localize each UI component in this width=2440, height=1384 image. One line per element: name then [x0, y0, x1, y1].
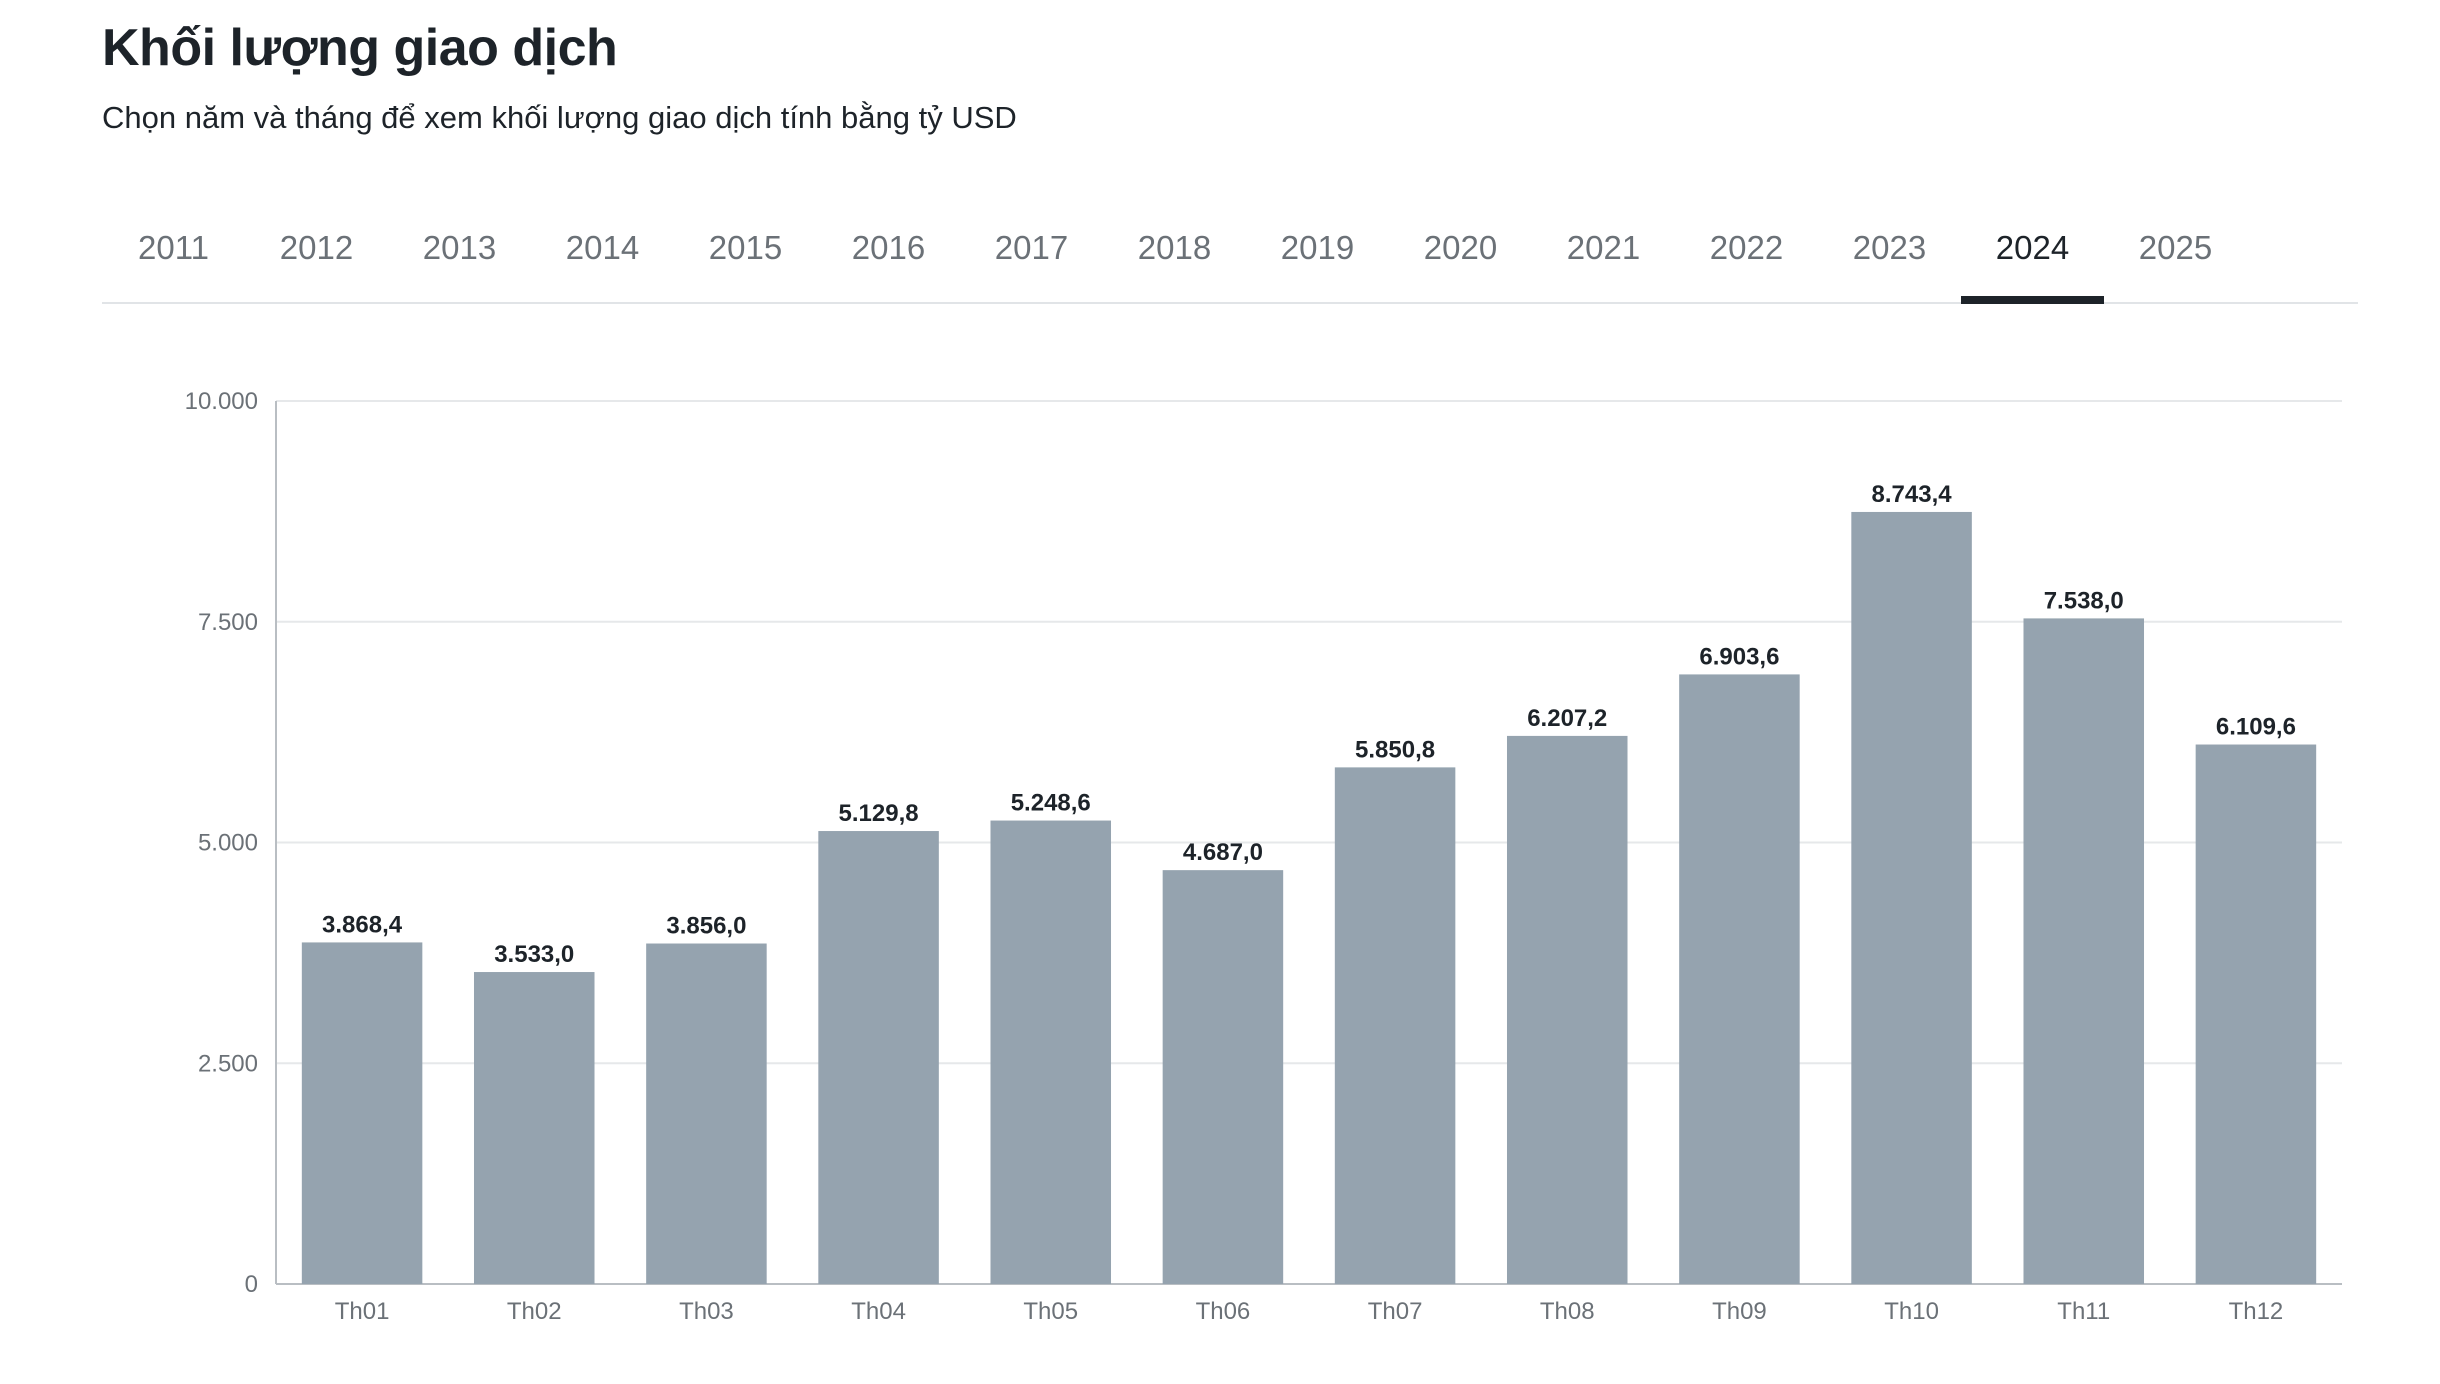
bar — [2023, 618, 2145, 1284]
x-tick-label: Th06 — [1196, 1298, 1251, 1325]
bar — [990, 820, 1112, 1284]
x-tick-label: Th10 — [1884, 1298, 1939, 1325]
tab-2012[interactable]: 2012 — [279, 229, 354, 266]
tab-2014[interactable]: 2014 — [565, 229, 640, 266]
x-tick-label: Th04 — [851, 1298, 906, 1325]
x-tick-label: Th02 — [507, 1298, 562, 1325]
y-tick-label: 7.500 — [198, 609, 258, 636]
year-tabs: 2011 2012 2013 2014 2015 2016 2017 2018 … — [102, 212, 2358, 304]
data-label: 5.850,8 — [1355, 736, 1435, 763]
data-label: 3.868,4 — [322, 911, 403, 938]
bar — [301, 942, 423, 1284]
x-tick-label: Th01 — [335, 1298, 390, 1325]
data-label: 6.903,6 — [1699, 643, 1779, 670]
tab-2024[interactable]: 2024 — [1961, 212, 2104, 304]
bar — [818, 831, 939, 1284]
data-label: 3.856,0 — [666, 913, 746, 940]
tab-2017[interactable]: 2017 — [994, 229, 1069, 266]
tab-2015[interactable]: 2015 — [708, 229, 783, 266]
bar — [1851, 511, 1972, 1285]
bar — [1334, 767, 1456, 1284]
x-tick-label: Th09 — [1712, 1298, 1767, 1325]
bar — [2195, 744, 2317, 1284]
data-label: 7.538,0 — [2044, 587, 2124, 614]
tab-2020[interactable]: 2020 — [1423, 229, 1498, 266]
page-title: Khối lượng giao dịch — [102, 19, 618, 77]
data-label: 8.743,4 — [1872, 481, 1953, 508]
tab-2022[interactable]: 2022 — [1709, 229, 1784, 266]
tab-2016[interactable]: 2016 — [851, 229, 926, 266]
tab-2021[interactable]: 2021 — [1566, 229, 1641, 266]
x-tick-label: Th05 — [1023, 1298, 1078, 1325]
bar — [1679, 674, 1800, 1284]
bar — [646, 943, 767, 1284]
data-label: 5.129,8 — [839, 800, 919, 827]
data-label: 3.533,0 — [494, 941, 574, 968]
x-tick-label: Th11 — [2057, 1298, 2110, 1325]
bar — [473, 972, 595, 1284]
tab-2018[interactable]: 2018 — [1137, 229, 1212, 266]
x-tick-label: Th08 — [1540, 1298, 1595, 1325]
bar — [1162, 870, 1284, 1284]
x-tick-label: Th03 — [679, 1298, 734, 1325]
x-tick-label: Th07 — [1368, 1298, 1423, 1325]
y-tick-label: 2.500 — [198, 1050, 258, 1077]
tab-2025[interactable]: 2025 — [2138, 229, 2213, 266]
tab-2013[interactable]: 2013 — [422, 229, 497, 266]
tab-2011[interactable]: 2011 — [138, 229, 209, 266]
y-tick-label: 10.000 — [185, 388, 258, 415]
data-label: 5.248,6 — [1011, 790, 1091, 817]
data-label: 6.207,2 — [1527, 705, 1607, 732]
x-tick-label: Th12 — [2229, 1298, 2284, 1325]
y-tick-label: 0 — [245, 1271, 258, 1298]
tab-2019[interactable]: 2019 — [1280, 229, 1355, 266]
page-subtitle: Chọn năm và tháng để xem khối lượng giao… — [102, 100, 1017, 135]
data-label: 4.687,0 — [1183, 839, 1263, 866]
data-label: 6.109,6 — [2216, 714, 2296, 741]
tab-2023[interactable]: 2023 — [1852, 229, 1927, 266]
bar — [1506, 735, 1628, 1284]
y-tick-label: 5.000 — [198, 830, 258, 857]
